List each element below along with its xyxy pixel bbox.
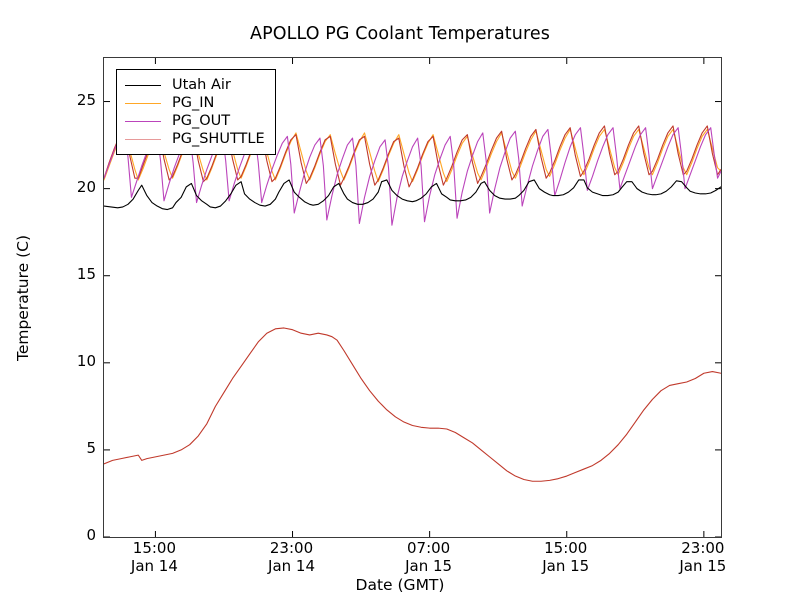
legend-swatch-line-icon [125,120,161,122]
y-tick-label: 5 [86,438,96,457]
legend-item[interactable]: PG_OUT [125,112,265,130]
x-tick-date: Jan 15 [679,556,727,575]
x-tick-date: Jan 15 [542,556,590,575]
legend-item[interactable]: PG_IN [125,94,265,112]
x-axis-label: Date (GMT) [355,576,445,594]
plot-lines [104,58,721,537]
legend-item[interactable]: Utah Air [125,76,265,94]
x-axis-tick-labels: 15:00 Jan 14 23:00 Jan 14 07:00 Jan 15 15:00 Ja… [103,539,726,586]
x-tick-time: 15:00 [132,539,177,557]
x-tick-label: 15:00 Jan 14 [94,539,214,575]
plot-area: Utah Air PG_IN PG_OUT PG_SHUTTLE [103,57,722,538]
series-line-pg-out [104,127,721,226]
y-tick-label: 25 [76,90,96,109]
y-tick-label: 20 [76,177,96,196]
x-tick-time: 23:00 [269,539,314,557]
series-line-pg-shuttle [104,327,721,482]
y-tick-label: 0 [86,526,96,544]
x-tick-label: 23:00 Jan 14 [232,539,352,575]
legend-swatch-line-icon [125,138,161,140]
chart-legend: Utah Air PG_IN PG_OUT PG_SHUTTLE [116,69,276,155]
legend-label: Utah Air [172,76,231,93]
x-tick-label: 23:00 Jan 15 [643,539,763,575]
legend-label: PG_OUT [172,112,231,129]
series-line-utah-air [104,179,721,211]
x-tick-time: 23:00 [681,539,725,557]
y-axis-tick-labels: 0 5 10 15 20 25 [48,57,96,542]
x-tick-label: 15:00 Jan 15 [506,539,626,575]
x-tick-label: 07:00 Jan 15 [369,539,489,575]
legend-swatch-line-icon [125,84,161,86]
chart-title: APOLLO PG Coolant Temperatures [250,24,550,44]
legend-item[interactable]: PG_SHUTTLE [125,130,265,148]
legend-label: PG_SHUTTLE [172,130,265,147]
legend-swatch-line-icon [125,102,161,104]
x-tick-date: Jan 15 [405,556,453,575]
y-tick-label: 10 [76,351,96,370]
x-tick-time: 15:00 [544,539,588,557]
y-axis-label: Temperature (C) [14,234,32,362]
y-tick-label: 15 [76,264,96,283]
legend-label: PG_IN [172,94,215,111]
x-tick-time: 07:00 [407,539,451,557]
x-tick-date: Jan 14 [130,556,178,575]
x-tick-date: Jan 14 [268,556,315,575]
